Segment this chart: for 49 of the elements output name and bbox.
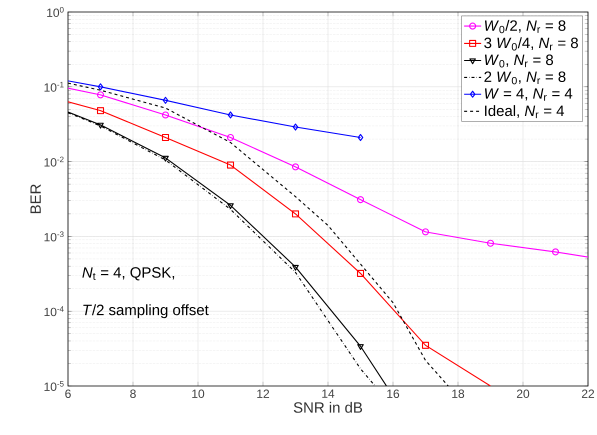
point [292,264,299,271]
x-tick-label: 16 [387,390,400,398]
point [97,122,104,129]
legend-label: 3 W$_{0}$/4, N$_{r}$ = 8 [484,37,578,51]
y-tick-label: 10$^{0}$ [47,6,64,17]
annotation: N$_{t}$ = 4, QPSK, [82,267,174,280]
point [226,161,234,169]
point [292,163,300,170]
point [292,210,300,218]
point [292,123,298,131]
x-tick-label: 8 [130,390,136,398]
point [227,203,234,210]
y-tick-label: 10$^{-4}$ [44,306,64,316]
point [162,111,170,119]
point [96,91,104,98]
legend-label: W$_{0}$, N$_{r}$ = 8 [484,54,554,68]
point [422,342,430,349]
point [356,196,364,204]
x-tick-label: 12 [257,390,270,398]
point [98,83,104,90]
legend-label: Ideal, N$_{r}$ = 4 [485,105,564,118]
y-tick-label: 10$^{-5}$ [44,381,64,391]
point [356,270,364,277]
point [422,228,430,236]
x-tick-label: 10 [192,390,204,398]
y-tick-label: 10$^{-3}$ [44,231,64,242]
annotation: T/2 sampling offset [83,304,209,318]
legend-label: W = 4, N$_{r}$ = 4 [484,88,572,101]
x-tick-label: 14 [322,390,334,398]
x-axis-title: SNR in dB [294,402,362,413]
x-tick-label: 20 [516,390,530,398]
legend-label: W$_{0}$/2, N$_{r}$ = 8 [484,20,566,34]
x-tick-label: 6 [65,390,71,398]
y-tick-label: 10$^{-1}$ [44,82,64,92]
point [552,248,560,256]
point [162,96,168,104]
x-tick-label: 22 [582,390,594,398]
y-tick-label: 10$^{-2}$ [44,156,64,167]
point [357,344,364,350]
line-series [68,88,588,258]
point [226,134,234,142]
point [228,111,234,119]
y-axis-title: BER [30,184,41,214]
point [486,240,494,247]
point [162,134,170,142]
x-tick-label: 18 [452,390,464,398]
legend-label: 2 W$_{0}$, N$_{r}$ = 8 [484,71,566,84]
point [162,156,169,162]
point [96,107,104,114]
